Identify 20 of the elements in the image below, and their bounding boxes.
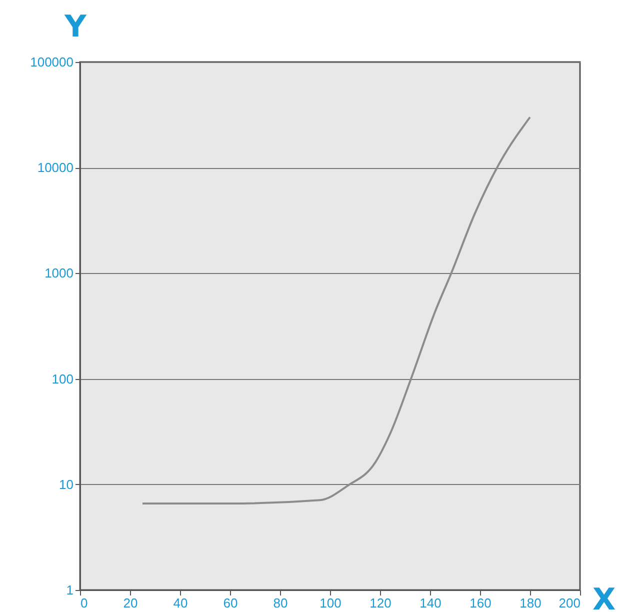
x-tick-label: 60 [223,596,238,610]
x-axis-title: X [592,582,616,612]
y-tick-label: 10 [59,476,74,492]
x-tick-label: 140 [420,596,442,610]
x-tick-label: 80 [273,596,288,610]
x-tick-label: 160 [470,596,492,610]
y-tick-label: 100 [52,371,74,386]
y-tick-label: 100000 [30,54,74,70]
x-tick-label: 0 [80,596,88,610]
x-tick-label: 40 [173,596,188,610]
y-tick-label: 1 [66,582,74,598]
y-axis-title: Y [64,10,88,44]
line-series [142,116,531,504]
y-tick-label: 10000 [37,160,74,176]
x-tick-label: 20 [123,596,138,610]
x-tick-label: 180 [520,596,542,610]
x-tick-label: 120 [370,596,392,610]
x-tick-label: 200 [558,596,580,610]
x-tick-label: 100 [320,596,342,610]
y-tick-label: 1000 [44,266,74,281]
